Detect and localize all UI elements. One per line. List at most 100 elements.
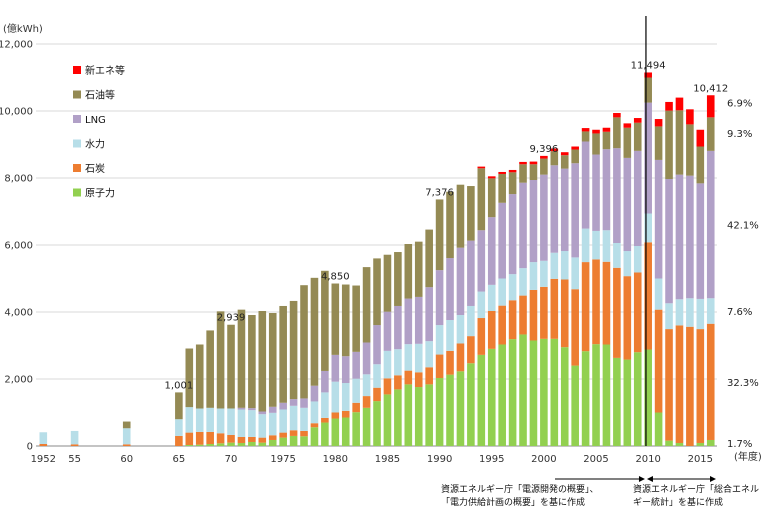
bar-segment: [352, 412, 360, 446]
y-tick-label: 4,000: [4, 308, 33, 319]
bar-segment: [446, 258, 454, 321]
total-label: 7,376: [425, 187, 454, 198]
legend-label: 原子力: [85, 187, 115, 200]
bar-segment: [435, 378, 444, 446]
bar-segment: [581, 228, 590, 263]
bar-segment: [633, 246, 642, 273]
bar-segment: [706, 95, 715, 118]
bar-segment: [373, 387, 381, 402]
bar-segment: [414, 387, 423, 446]
bar-segment: [341, 417, 350, 446]
bar-segment: [321, 270, 329, 371]
bar-segment: [498, 305, 506, 345]
bar-segment: [279, 305, 287, 403]
bar-segment: [602, 230, 611, 262]
source-notes: 資源エネルギー庁「電源開発の概要」、「電力供給計画の概要」を基に作成 資源エネルギ…: [441, 483, 759, 508]
legend-swatch: [73, 139, 81, 148]
bar-segment: [654, 119, 663, 127]
bar-segment: [456, 184, 465, 248]
legend-swatch: [73, 188, 81, 197]
x-axis-label: (年度): [734, 450, 762, 463]
bar-segment: [268, 435, 277, 440]
bar-segment: [665, 329, 673, 441]
share-label: 6.9%: [727, 99, 752, 110]
bar-segment: [310, 427, 319, 446]
bar-segment: [352, 378, 360, 403]
bar-segment: [383, 350, 392, 379]
x-tick-label: 1980: [323, 454, 348, 465]
bar-segment: [613, 113, 621, 118]
bar-segment: [310, 385, 319, 402]
x-tick-label: 60: [120, 454, 133, 465]
bar-segment: [602, 127, 611, 132]
bar-segment: [456, 315, 465, 344]
x-tick-label: 55: [68, 454, 81, 465]
total-label: 9,396: [530, 144, 559, 155]
bar-segment: [686, 326, 694, 446]
bar-segment: [456, 371, 465, 446]
bar-segment: [341, 383, 350, 411]
legend-label: 新エネ等: [85, 64, 125, 77]
bar-segment: [446, 320, 454, 351]
bar-segment: [300, 407, 308, 431]
bar-segment: [175, 435, 183, 446]
bar-segment: [519, 268, 527, 296]
bar-segment: [394, 389, 402, 446]
bar-segment: [654, 412, 663, 446]
bar-segment: [706, 323, 715, 440]
bar-segment: [508, 339, 517, 446]
bar-segment: [216, 311, 225, 409]
y-tick-label: 10,000: [0, 107, 33, 118]
bar-segment: [592, 259, 600, 345]
bar-segment: [185, 432, 194, 445]
bar-segment: [279, 409, 287, 433]
legend-label: 石油等: [85, 89, 115, 102]
bar-segment: [467, 186, 475, 241]
bar-segment: [362, 374, 371, 397]
bar-segment: [529, 180, 538, 263]
bar-segment: [529, 164, 538, 181]
bar-segment: [289, 405, 298, 431]
bar-segment: [258, 411, 267, 415]
bar-segment: [550, 151, 559, 166]
bar-segment: [122, 428, 131, 445]
bar-segment: [425, 384, 433, 446]
bar-segment: [248, 441, 256, 446]
bar-segment: [195, 408, 204, 432]
bar-segment: [706, 117, 715, 151]
bar-segment: [644, 77, 652, 103]
bar-segment: [467, 363, 475, 446]
total-label: 11,494: [631, 60, 666, 71]
bar-segment: [581, 128, 590, 132]
bar-segment: [633, 122, 642, 151]
bar-segment: [414, 241, 423, 297]
bar-segment: [279, 437, 287, 447]
bar-segment: [477, 168, 486, 231]
source-note-line: 資源エネルギー庁「総合エネル: [633, 483, 759, 495]
bar-segment: [300, 430, 308, 437]
bar-segment: [258, 442, 267, 446]
bar-segment: [216, 433, 225, 444]
bar-segment: [289, 430, 298, 436]
source-note-line: ギー統計」を基に作成: [633, 496, 723, 508]
bar-segment: [289, 399, 298, 406]
bar-segment: [519, 161, 527, 165]
bar-segment: [560, 155, 569, 169]
bar-segment: [686, 109, 694, 125]
bar-segment: [644, 102, 652, 214]
bar-segment: [508, 169, 517, 173]
bar-segment: [623, 359, 632, 446]
x-tick-label: 1952: [31, 454, 56, 465]
bar-segment: [529, 161, 538, 165]
bar-segment: [195, 431, 204, 445]
total-label: 1,001: [165, 380, 194, 391]
bar-segment: [195, 344, 204, 409]
bar-segment: [237, 436, 246, 443]
total-label: 10,412: [693, 83, 728, 94]
bar-segment: [592, 230, 600, 260]
bar-segment: [540, 286, 548, 339]
bar-segment: [279, 402, 287, 410]
arrow-head: [710, 476, 716, 482]
